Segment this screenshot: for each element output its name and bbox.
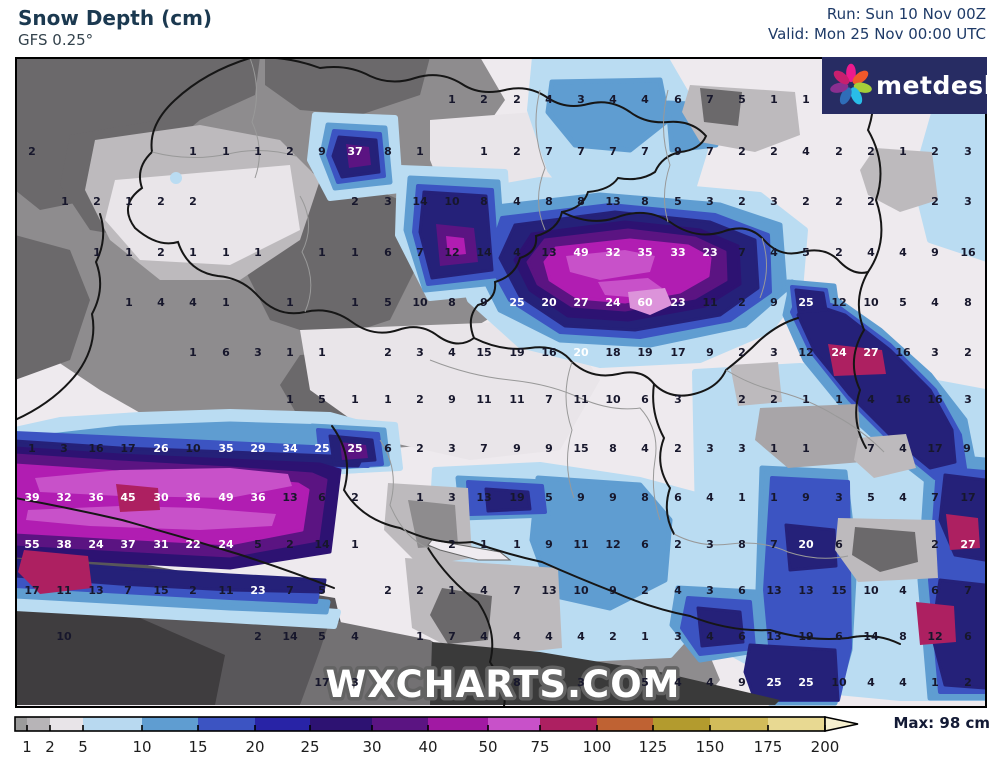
colorbar-tick-label: 20 [245, 738, 264, 756]
colorbar-segment [768, 717, 825, 731]
colorbar-segment [255, 717, 310, 731]
valid-label: Valid: Mon 25 Nov 00:00 UTC [768, 25, 986, 43]
colorbar-tick-label: 40 [418, 738, 437, 756]
colorbar-tick-label: 150 [696, 738, 725, 756]
colorbar-segment [653, 717, 710, 731]
colorbar-segment [310, 717, 372, 731]
snow-depth-map: WXCHARTS.COM [15, 57, 987, 708]
colorbar-segment [428, 717, 488, 731]
colorbar-segment [27, 717, 50, 731]
colorbar-segment [597, 717, 653, 731]
max-value-label: Max: 98 cm [893, 714, 990, 732]
colorbar-tick-label: 10 [132, 738, 151, 756]
colorbar-tick-label: 5 [78, 738, 88, 756]
colorbar-segment [488, 717, 540, 731]
watermark: WXCHARTS.COM [326, 663, 681, 706]
colorbar: 1 2 5 10 15 20 25 30 40 50 75 100 125 150 175 200 [14, 716, 859, 756]
run-label: Run: Sun 10 Nov 00Z [826, 5, 986, 23]
colorbar-tick-label: 1 [22, 738, 32, 756]
colorbar-segment [50, 717, 83, 731]
colorbar-arrow [824, 716, 859, 732]
colorbar-tick-label: 200 [811, 738, 840, 756]
metdesk-pinwheel-icon [830, 63, 872, 105]
colorbar-tick-label: 15 [188, 738, 207, 756]
admin-borders [151, 57, 885, 559]
pinwheel-petal [850, 87, 863, 105]
metdesk-logo-text: metdesk [876, 71, 1000, 100]
colorbar-tick-label: 175 [754, 738, 783, 756]
colorbar-tick-label: 50 [478, 738, 497, 756]
colorbar-tick-label: 125 [639, 738, 668, 756]
pinwheel-petal [846, 63, 856, 83]
pinwheel-petal [833, 70, 850, 85]
country-borders [15, 57, 901, 707]
colorbar-tick-label: 2 [45, 738, 55, 756]
colorbar-tick-label: 75 [530, 738, 549, 756]
colorbar-segment [710, 717, 768, 731]
colorbar-segment [540, 717, 597, 731]
pinwheel-petal [830, 82, 849, 93]
colorbar-segment [83, 717, 142, 731]
colorbar-tick-label: 25 [300, 738, 319, 756]
map-frame [15, 57, 987, 708]
colorbar-segment [142, 717, 198, 731]
colorbar-segment [372, 717, 428, 731]
model-subtitle: GFS 0.25° [18, 31, 94, 49]
colorbar-tick-label: 30 [362, 738, 381, 756]
colorbar-segment [15, 717, 27, 731]
colorbar-tick-label: 100 [583, 738, 612, 756]
colorbar-segment [198, 717, 255, 731]
run-info: Run: Sun 10 Nov 00Z Valid: Mon 25 Nov 00… [768, 4, 986, 44]
page-title: Snow Depth (cm) [18, 6, 213, 30]
pinwheel-petal [852, 70, 869, 85]
metdesk-logo: metdesk [822, 57, 1000, 114]
